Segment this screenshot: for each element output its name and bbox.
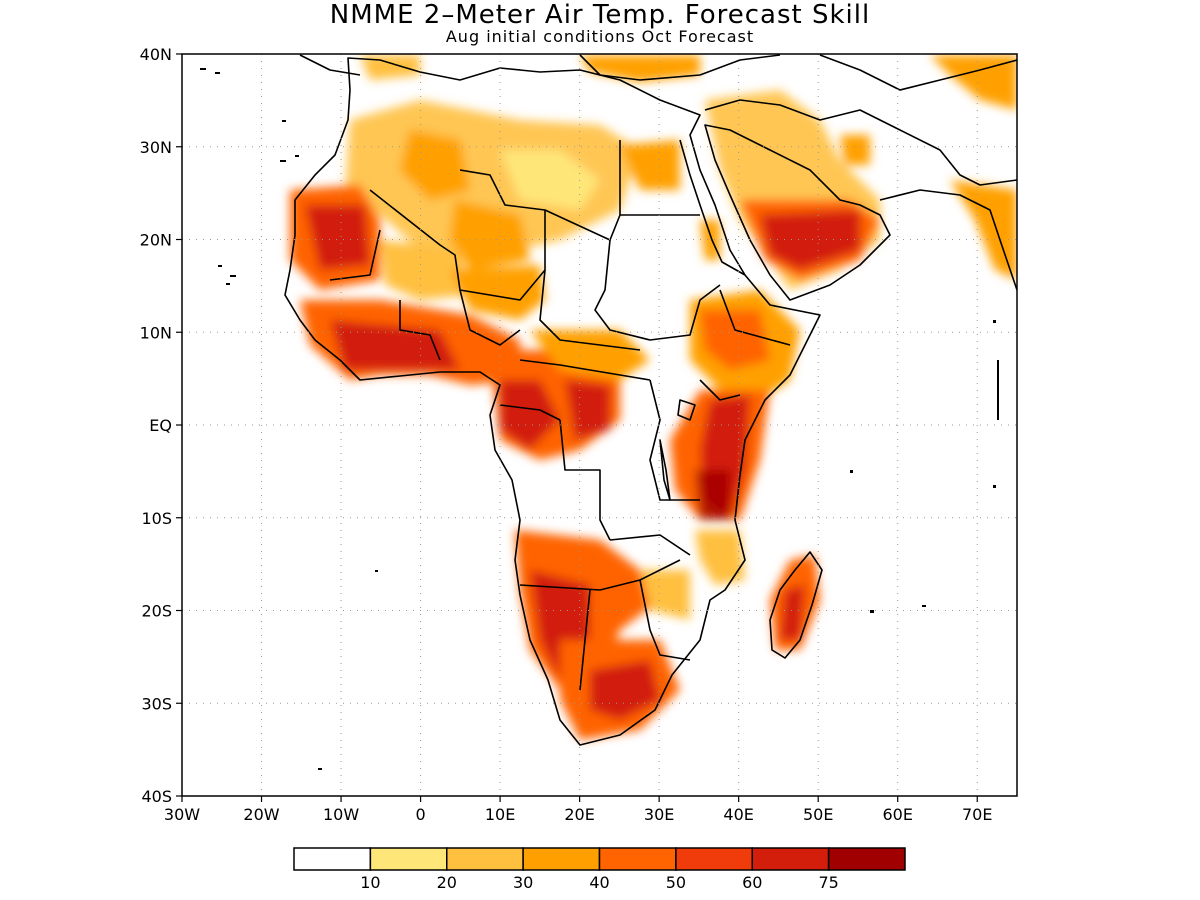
lon-tick-label: 0 [415, 805, 425, 824]
lat-tick-label: EQ [149, 416, 172, 435]
lat-tick-label: 10S [141, 509, 172, 528]
island-markers [200, 68, 999, 770]
lon-tick-label: 40E [723, 805, 753, 824]
lat-tick-label: 20S [141, 602, 172, 621]
colorbar-label: 60 [742, 873, 762, 892]
map-subtitle: Aug initial conditions Oct Forecast [445, 27, 755, 46]
lon-tick-label: 10E [485, 805, 515, 824]
colorbar: 10 20 30 40 50 60 75 [293, 847, 906, 892]
lat-tick-label: 10N [140, 323, 172, 342]
lat-tick-label: 40N [140, 45, 172, 64]
longitude-axis: 30W 20W 10W 0 10E 20E 30E 40E 50E 60E 70E [164, 796, 992, 824]
lon-tick-label: 30E [644, 805, 674, 824]
colorbar-swatch [751, 847, 830, 871]
lat-tick-label: 20N [140, 231, 172, 250]
lat-tick-label: 30N [140, 138, 172, 157]
map-title: NMME 2–Meter Air Temp. Forecast Skill [329, 0, 871, 30]
colorbar-label: 40 [589, 873, 609, 892]
colorbar-label: 20 [437, 873, 457, 892]
lon-tick-label: 60E [882, 805, 912, 824]
skill-shading [290, 55, 1017, 740]
colorbar-swatch [675, 847, 753, 871]
lon-tick-label: 50E [803, 805, 833, 824]
coastline-outlines [284, 54, 1017, 746]
colorbar-label: 30 [513, 873, 533, 892]
colorbar-swatch [827, 847, 906, 871]
lon-tick-label: 30W [164, 805, 200, 824]
colorbar-swatch [522, 847, 601, 871]
colorbar-swatch [446, 847, 524, 871]
lon-tick-label: 70E [962, 805, 992, 824]
lon-tick-label: 20W [243, 805, 279, 824]
lon-tick-label: 20E [564, 805, 594, 824]
colorbar-label: 10 [360, 873, 380, 892]
colorbar-label: 75 [818, 873, 838, 892]
lon-tick-label: 10W [323, 805, 359, 824]
colorbar-swatch [598, 847, 677, 871]
graticule [182, 54, 1017, 796]
latitude-axis: 40N 30N 20N 10N EQ 10S 20S 30S 40S [140, 45, 182, 806]
colorbar-label: 50 [666, 873, 686, 892]
colorbar-swatch [369, 847, 448, 871]
colorbar-swatch [293, 847, 372, 871]
lat-tick-label: 30S [141, 694, 172, 713]
lat-tick-label: 40S [141, 787, 172, 806]
